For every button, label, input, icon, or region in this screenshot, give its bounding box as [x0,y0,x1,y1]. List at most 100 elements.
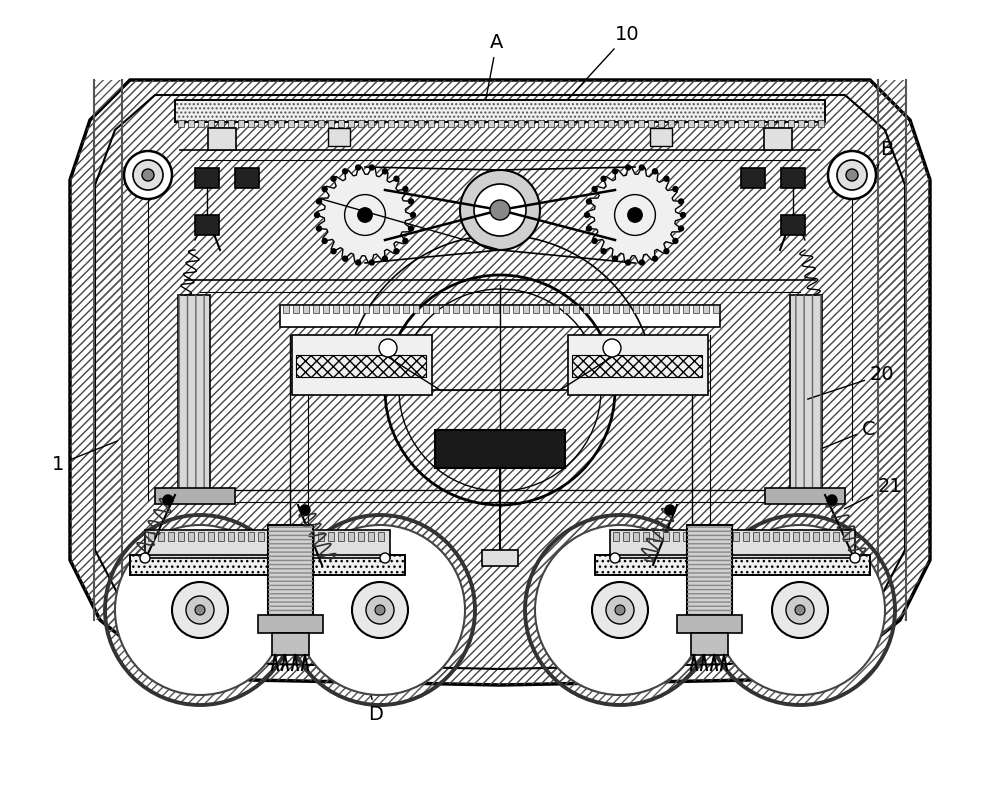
Bar [583,305,589,313]
Bar [338,532,344,541]
Bar [608,120,614,127]
Text: 1: 1 [52,441,117,474]
Bar [765,488,845,504]
Circle shape [331,176,336,181]
Circle shape [846,169,858,181]
Bar [528,120,534,127]
Bar [793,532,799,541]
Bar [833,532,839,541]
Circle shape [411,213,416,218]
Bar [588,120,594,127]
Bar [768,120,774,127]
Bar [348,532,354,541]
Bar [195,168,219,188]
Bar [218,532,224,541]
Circle shape [356,260,361,265]
Circle shape [295,525,465,695]
Circle shape [613,256,618,261]
Bar [633,532,639,541]
Text: A: A [481,33,503,127]
Bar [248,120,254,127]
Bar [613,305,619,313]
Bar [688,120,694,127]
Circle shape [664,176,669,181]
Circle shape [316,199,321,204]
Circle shape [133,160,163,190]
Circle shape [664,249,669,254]
Circle shape [382,169,387,174]
Bar [393,305,399,313]
Circle shape [379,339,397,357]
Bar [628,120,634,127]
Circle shape [375,605,385,615]
Bar [130,555,405,575]
Circle shape [680,213,686,218]
Bar [155,488,235,504]
Circle shape [172,582,228,638]
Bar [538,120,544,127]
Circle shape [316,226,321,231]
Circle shape [358,208,372,222]
Bar [687,525,732,620]
Bar [418,120,424,127]
Circle shape [673,238,678,244]
Bar [268,525,313,620]
Circle shape [343,256,348,261]
Bar [178,295,210,495]
Circle shape [382,256,387,261]
Bar [338,120,344,127]
Bar [703,532,709,541]
Bar [198,120,204,127]
Circle shape [639,260,644,265]
Bar [790,295,822,495]
Circle shape [142,169,154,181]
Bar [578,120,584,127]
Circle shape [322,238,327,244]
Bar [303,305,309,313]
Circle shape [606,596,634,624]
Bar [483,305,489,313]
Bar [548,120,554,127]
Circle shape [356,165,361,170]
Circle shape [679,199,684,204]
Bar [175,100,825,122]
Bar [403,305,409,313]
Bar [738,120,744,127]
Circle shape [163,495,173,505]
Circle shape [592,582,648,638]
Circle shape [403,238,408,244]
Circle shape [586,226,591,231]
Bar [473,305,479,313]
Circle shape [592,187,597,191]
Bar [318,120,324,127]
Bar [553,305,559,313]
Bar [423,305,429,313]
Bar [435,430,565,468]
Bar [178,120,184,127]
Bar [298,532,304,541]
Text: 21: 21 [845,477,903,509]
Bar [603,305,609,313]
Circle shape [715,525,885,695]
Bar [733,532,739,541]
Circle shape [827,495,837,505]
Bar [94,80,122,620]
Bar [595,555,870,575]
Bar [308,532,314,541]
Circle shape [314,213,320,218]
Bar [238,120,244,127]
Circle shape [603,339,621,357]
Bar [598,120,604,127]
Bar [482,550,518,566]
Bar [623,305,629,313]
Bar [758,120,764,127]
Bar [803,532,809,541]
Bar [328,532,334,541]
Bar [663,305,669,313]
Bar [175,100,825,122]
Bar [503,305,509,313]
Bar [188,120,194,127]
Bar [778,120,784,127]
Circle shape [394,249,399,254]
Bar [728,120,734,127]
